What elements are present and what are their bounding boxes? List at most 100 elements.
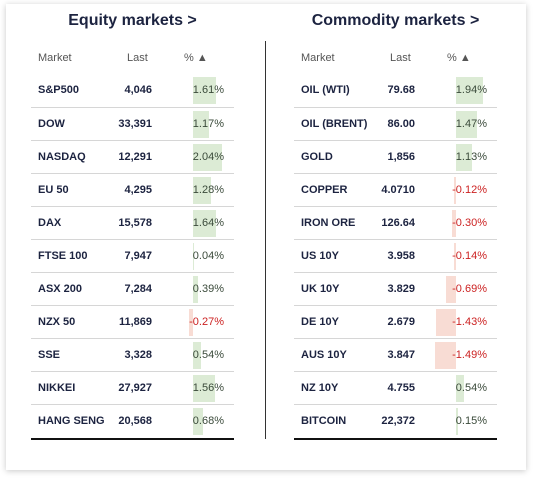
- market-name: UK 10Y: [301, 283, 340, 295]
- table-row[interactable]: DOW 33,391 1.17%: [31, 107, 234, 140]
- market-name: S&P500: [38, 84, 79, 96]
- table-row[interactable]: FTSE 100 7,947 0.04%: [31, 239, 234, 272]
- pct-change-value: 1.28%: [192, 184, 224, 196]
- table-row[interactable]: ASX 200 7,284 0.39%: [31, 272, 234, 305]
- last-value: 27,927: [118, 382, 152, 394]
- market-name: OIL (BRENT): [301, 118, 368, 130]
- last-value: 12,291: [118, 151, 152, 163]
- market-name: DE 10Y: [301, 316, 339, 328]
- pct-change-column-header[interactable]: % ▲: [184, 52, 208, 64]
- table-row[interactable]: COPPER 4.0710 -0.12%: [294, 173, 497, 206]
- market-column-header: Market: [301, 52, 335, 64]
- table-row[interactable]: NZX 50 11,869 -0.27%: [31, 305, 234, 338]
- last-value: 4,295: [124, 184, 152, 196]
- market-name: NIKKEI: [38, 382, 76, 394]
- market-name: NZX 50: [38, 316, 76, 328]
- change-bar: [193, 243, 194, 270]
- table-row[interactable]: OIL (BRENT) 86.00 1.47%: [294, 107, 497, 140]
- market-name: BITCOIN: [301, 415, 347, 427]
- pct-change-value: 0.54%: [455, 382, 487, 394]
- market-name: EU 50: [38, 184, 69, 196]
- table-row[interactable]: GOLD 1,856 1.13%: [294, 140, 497, 173]
- change-bar: [193, 210, 216, 237]
- market-name: COPPER: [301, 184, 348, 196]
- pct-change-value: 0.15%: [455, 415, 487, 427]
- table-row[interactable]: EU 50 4,295 1.28%: [31, 173, 234, 206]
- pct-change-value: 0.68%: [192, 415, 224, 427]
- table-row[interactable]: NASDAQ 12,291 2.04%: [31, 140, 234, 173]
- change-bar: [193, 375, 215, 402]
- change-bar: [446, 276, 456, 303]
- last-value: 3.829: [387, 283, 415, 295]
- pct-change-value: 2.04%: [192, 151, 224, 163]
- last-value: 15,578: [118, 217, 152, 229]
- table-row[interactable]: SSE 3,328 0.54%: [31, 338, 234, 371]
- pct-change-value: 1.61%: [192, 84, 224, 96]
- change-bar: [454, 243, 456, 270]
- market-name: GOLD: [301, 151, 333, 163]
- change-bar: [435, 342, 456, 369]
- last-value: 3.847: [387, 349, 415, 361]
- pct-change-value: 0.54%: [192, 349, 224, 361]
- pct-change-value: 1.13%: [455, 151, 487, 163]
- equity-table-header: Market Last % ▲: [31, 47, 234, 73]
- change-bar: [189, 309, 193, 336]
- market-name: NZ 10Y: [301, 382, 339, 394]
- last-value: 3.958: [387, 250, 415, 262]
- table-row[interactable]: US 10Y 3.958 -0.14%: [294, 239, 497, 272]
- table-row[interactable]: DE 10Y 2.679 -1.43%: [294, 305, 497, 338]
- pct-change-value: 1.64%: [192, 217, 224, 229]
- market-column-header: Market: [38, 52, 72, 64]
- change-bar: [193, 77, 216, 104]
- table-row[interactable]: IRON ORE 126.64 -0.30%: [294, 206, 497, 239]
- last-value: 3,328: [124, 349, 152, 361]
- market-name: US 10Y: [301, 250, 339, 262]
- change-bar: [193, 111, 210, 138]
- last-value: 22,372: [381, 415, 415, 427]
- pct-change-value: -0.14%: [452, 250, 487, 262]
- market-name: SSE: [38, 349, 61, 361]
- last-value: 126.64: [381, 217, 415, 229]
- last-value: 1,856: [387, 151, 415, 163]
- equity-markets-link[interactable]: Equity markets >: [68, 12, 197, 29]
- table-row[interactable]: HANG SENG 20,568 0.68%: [31, 404, 234, 437]
- pct-change-column-header[interactable]: % ▲: [447, 52, 471, 64]
- table-row[interactable]: NIKKEI 27,927 1.56%: [31, 371, 234, 404]
- table-row[interactable]: S&P500 4,046 1.61%: [31, 74, 234, 107]
- pct-change-value: 0.39%: [192, 283, 224, 295]
- table-row[interactable]: AUS 10Y 3.847 -1.49%: [294, 338, 497, 371]
- market-name: HANG SENG: [38, 415, 105, 427]
- table-row[interactable]: NZ 10Y 4.755 0.54%: [294, 371, 497, 404]
- table-bottom-rule: [294, 438, 497, 440]
- change-bar: [456, 144, 472, 171]
- commodity-markets-link[interactable]: Commodity markets >: [311, 12, 480, 29]
- table-row[interactable]: OIL (WTI) 79.68 1.94%: [294, 74, 497, 107]
- last-value: 79.68: [387, 84, 415, 96]
- change-bar: [456, 375, 464, 402]
- last-value: 2.679: [387, 316, 415, 328]
- market-name: NASDAQ: [38, 151, 86, 163]
- market-name: DOW: [38, 118, 65, 130]
- table-row[interactable]: DAX 15,578 1.64%: [31, 206, 234, 239]
- market-name: AUS 10Y: [301, 349, 347, 361]
- last-value: 86.00: [387, 118, 415, 130]
- last-value: 4,046: [124, 84, 152, 96]
- pct-change-value: 1.47%: [455, 118, 487, 130]
- table-row[interactable]: BITCOIN 22,372 0.15%: [294, 404, 497, 437]
- panel-divider: [265, 41, 266, 439]
- pct-change-value: -0.27%: [189, 316, 224, 328]
- change-bar: [193, 408, 203, 435]
- last-value: 7,284: [124, 283, 152, 295]
- change-bar: [193, 144, 222, 171]
- market-name: FTSE 100: [38, 250, 88, 262]
- commodity-table-header: Market Last % ▲: [294, 47, 497, 73]
- market-name: IRON ORE: [301, 217, 356, 229]
- table-row[interactable]: UK 10Y 3.829 -0.69%: [294, 272, 497, 305]
- last-value: 20,568: [118, 415, 152, 427]
- change-bar: [456, 408, 459, 435]
- last-value: 4.0710: [381, 184, 415, 196]
- pct-change-value: -1.43%: [452, 316, 487, 328]
- last-value: 7,947: [124, 250, 152, 262]
- change-bar: [456, 77, 484, 104]
- market-name: OIL (WTI): [301, 84, 350, 96]
